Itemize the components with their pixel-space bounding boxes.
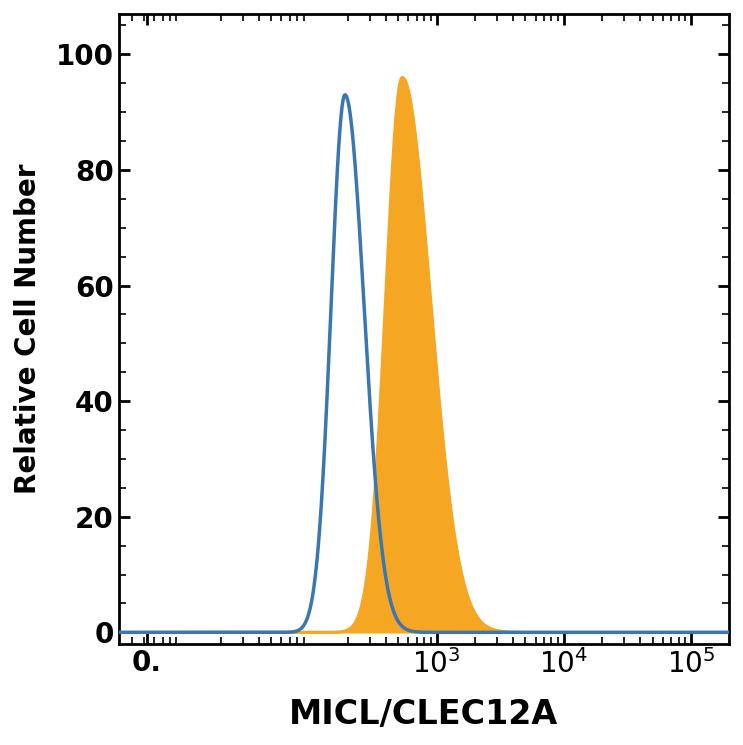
Y-axis label: Relative Cell Number: Relative Cell Number xyxy=(14,164,42,494)
X-axis label: MICL/CLEC12A: MICL/CLEC12A xyxy=(289,698,559,731)
